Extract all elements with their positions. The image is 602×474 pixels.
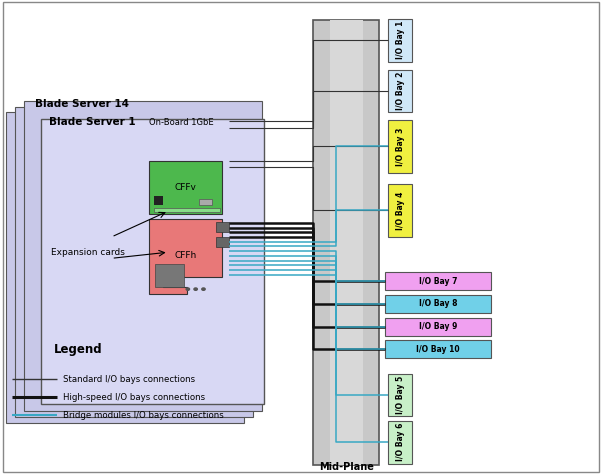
Text: Standard I/O bays connections: Standard I/O bays connections bbox=[63, 375, 195, 383]
Text: Mid-Plane: Mid-Plane bbox=[318, 462, 374, 472]
Text: Bridge modules I/O bays connections: Bridge modules I/O bays connections bbox=[63, 411, 224, 419]
Text: I/O Bay 6: I/O Bay 6 bbox=[396, 423, 405, 461]
Bar bbox=[149, 161, 222, 214]
Text: I/O Bay 7: I/O Bay 7 bbox=[419, 277, 457, 285]
Bar bbox=[385, 318, 491, 336]
Text: Blade Server 14: Blade Server 14 bbox=[35, 99, 129, 109]
Text: I/O Bay 5: I/O Bay 5 bbox=[396, 376, 405, 414]
Text: Expansion cards: Expansion cards bbox=[51, 248, 125, 256]
Bar bbox=[388, 374, 412, 416]
Bar bbox=[154, 208, 220, 212]
Text: I/O Bay 1: I/O Bay 1 bbox=[396, 21, 405, 59]
Bar bbox=[155, 264, 184, 287]
Bar bbox=[199, 199, 212, 205]
Circle shape bbox=[201, 287, 206, 291]
Text: Blade Server 1: Blade Server 1 bbox=[49, 117, 136, 127]
Bar bbox=[388, 70, 412, 112]
Text: I/O Bay 2: I/O Bay 2 bbox=[396, 72, 405, 110]
Text: I/O Bay 4: I/O Bay 4 bbox=[396, 191, 405, 229]
Text: I/O Bay 8: I/O Bay 8 bbox=[419, 300, 457, 308]
Bar bbox=[385, 272, 491, 290]
Text: CFFh: CFFh bbox=[175, 252, 196, 260]
Bar bbox=[154, 196, 163, 205]
Bar bbox=[24, 101, 262, 411]
Circle shape bbox=[193, 287, 198, 291]
Bar bbox=[388, 19, 412, 62]
Bar bbox=[216, 237, 229, 247]
Bar bbox=[385, 340, 491, 358]
Bar bbox=[388, 421, 412, 464]
Text: Legend: Legend bbox=[54, 343, 102, 356]
Bar bbox=[330, 20, 363, 465]
Bar bbox=[216, 222, 229, 232]
Text: I/O Bay 9: I/O Bay 9 bbox=[419, 322, 457, 331]
Bar bbox=[388, 184, 412, 237]
Circle shape bbox=[185, 287, 190, 291]
Bar bbox=[15, 107, 253, 417]
Bar bbox=[41, 119, 264, 404]
Polygon shape bbox=[149, 219, 222, 294]
Text: I/O Bay 3: I/O Bay 3 bbox=[396, 128, 405, 165]
Bar bbox=[385, 295, 491, 313]
Bar bbox=[388, 120, 412, 173]
Text: On-Board 1GbE: On-Board 1GbE bbox=[149, 118, 214, 127]
Text: High-speed I/O bays connections: High-speed I/O bays connections bbox=[63, 393, 205, 401]
Bar bbox=[6, 112, 244, 423]
Text: I/O Bay 10: I/O Bay 10 bbox=[416, 345, 460, 354]
Bar bbox=[313, 20, 379, 465]
Text: CFFv: CFFv bbox=[175, 183, 196, 192]
